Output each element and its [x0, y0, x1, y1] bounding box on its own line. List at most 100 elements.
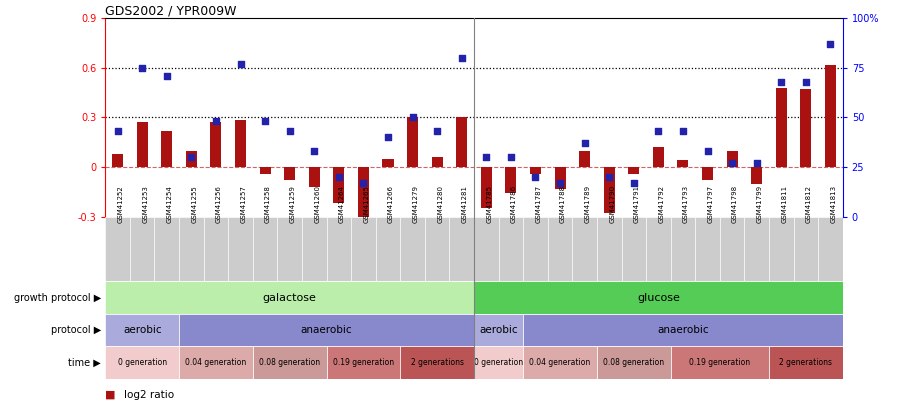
Point [602, 174, 616, 180]
Text: growth protocol ▶: growth protocol ▶ [14, 293, 101, 303]
Text: GSM41252: GSM41252 [117, 185, 124, 223]
Text: 0 generation: 0 generation [117, 358, 167, 367]
Bar [825, 64, 836, 167]
Bar [776, 87, 787, 167]
Bar [228, 217, 253, 281]
Text: 0.19 generation: 0.19 generation [333, 358, 394, 367]
Bar [572, 217, 597, 281]
Bar [506, 167, 517, 193]
Bar [105, 281, 474, 314]
Text: GSM41280: GSM41280 [437, 185, 443, 223]
Point [823, 41, 838, 47]
Text: GSM41259: GSM41259 [289, 185, 296, 223]
Bar [407, 117, 418, 167]
Text: 0.19 generation: 0.19 generation [689, 358, 750, 367]
Text: 0.08 generation: 0.08 generation [604, 358, 664, 367]
Text: 2 generations: 2 generations [410, 358, 463, 367]
Point [405, 114, 420, 121]
Text: aerobic: aerobic [479, 325, 518, 335]
Text: GSM41260: GSM41260 [314, 185, 321, 223]
Text: GSM41264: GSM41264 [339, 185, 344, 223]
Bar [702, 167, 713, 180]
Text: GSM41812: GSM41812 [806, 185, 812, 223]
Point [725, 160, 739, 166]
Bar [155, 217, 179, 281]
Point [454, 55, 469, 61]
Bar [818, 217, 843, 281]
Bar [597, 217, 622, 281]
Bar [333, 167, 344, 203]
Text: GSM41265: GSM41265 [364, 185, 369, 223]
Text: GSM41811: GSM41811 [781, 185, 787, 223]
Bar [695, 217, 720, 281]
Point [135, 64, 149, 71]
Bar [530, 167, 541, 174]
Bar [523, 217, 548, 281]
Bar [450, 217, 474, 281]
Bar [653, 147, 664, 167]
Bar [105, 217, 130, 281]
Bar [751, 167, 762, 183]
Bar [579, 151, 590, 167]
Point [282, 128, 297, 134]
Text: GSM41790: GSM41790 [609, 185, 616, 223]
Point [110, 128, 125, 134]
Text: time ▶: time ▶ [68, 358, 101, 367]
Point [430, 128, 444, 134]
Bar [481, 167, 492, 209]
Text: GSM41813: GSM41813 [831, 185, 836, 223]
Bar [203, 217, 228, 281]
Bar [358, 167, 369, 220]
Text: GSM41797: GSM41797 [707, 185, 714, 223]
Point [257, 118, 272, 125]
Text: 0.04 generation: 0.04 generation [529, 358, 591, 367]
Text: GSM41279: GSM41279 [412, 185, 419, 223]
Text: GSM41256: GSM41256 [216, 185, 222, 223]
Point [627, 180, 641, 186]
Bar [474, 314, 523, 346]
Bar [105, 346, 179, 379]
Bar [400, 346, 474, 379]
Bar [259, 167, 270, 174]
Point [700, 148, 714, 154]
Point [381, 134, 396, 141]
Bar [793, 217, 818, 281]
Bar [179, 346, 253, 379]
Text: 2 generations: 2 generations [780, 358, 833, 367]
Bar [548, 217, 572, 281]
Text: 0.08 generation: 0.08 generation [259, 358, 321, 367]
Point [552, 180, 567, 186]
Text: GSM41258: GSM41258 [265, 185, 271, 223]
Bar [628, 167, 639, 174]
Bar [474, 217, 498, 281]
Bar [179, 314, 474, 346]
Bar [235, 120, 246, 167]
Point [479, 154, 494, 160]
Text: GSM41785: GSM41785 [486, 185, 492, 223]
Point [504, 154, 518, 160]
Bar [383, 159, 394, 167]
Text: GSM41253: GSM41253 [142, 185, 148, 223]
Bar [186, 151, 197, 167]
Text: GSM41792: GSM41792 [659, 185, 664, 223]
Point [356, 180, 371, 186]
Bar [327, 346, 400, 379]
Point [676, 128, 691, 134]
Bar [554, 167, 565, 189]
Text: GSM41799: GSM41799 [757, 185, 763, 223]
Bar [112, 154, 123, 167]
Bar [597, 346, 671, 379]
Bar [456, 117, 467, 167]
Bar [130, 217, 155, 281]
Text: GSM41786: GSM41786 [511, 185, 517, 223]
Point [529, 174, 543, 180]
Bar [726, 151, 737, 167]
Bar [720, 217, 745, 281]
Text: galactose: galactose [263, 293, 317, 303]
Text: GSM41789: GSM41789 [584, 185, 591, 223]
Text: anaerobic: anaerobic [657, 325, 709, 335]
Text: GSM41793: GSM41793 [683, 185, 689, 223]
Text: 0.04 generation: 0.04 generation [185, 358, 246, 367]
Bar [431, 157, 442, 167]
Bar [474, 281, 843, 314]
